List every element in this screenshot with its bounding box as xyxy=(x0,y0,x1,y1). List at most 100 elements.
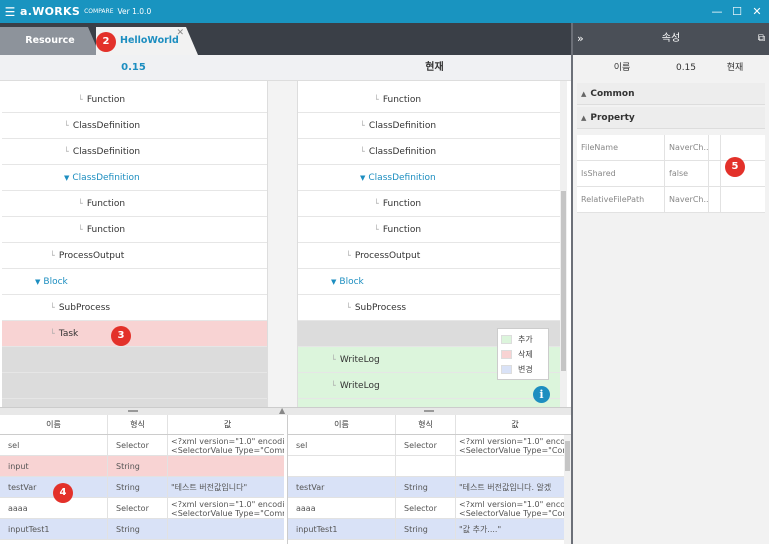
close-window-icon[interactable]: ✕ xyxy=(752,5,762,18)
tree-row[interactable]: └ Function xyxy=(298,191,560,217)
variable-name: inputTest1 xyxy=(288,519,396,539)
property-row[interactable]: RelativeFilePath NaverCh... xyxy=(577,187,765,213)
splitter-grip-icon[interactable] xyxy=(424,410,434,412)
diff-legend: 추가 삭제 변경 xyxy=(497,328,549,380)
tree-branch-icon: └ xyxy=(50,303,55,312)
expand-arrow-icon[interactable]: ▼ xyxy=(35,278,41,286)
tree-row[interactable]: └ SubProcess xyxy=(298,295,560,321)
collapse-triangle-icon[interactable]: ▲ xyxy=(581,114,587,122)
variable-type: Selector xyxy=(108,435,168,455)
tree-row[interactable]: └ Task xyxy=(2,321,267,347)
variable-name: aaaa xyxy=(288,498,396,518)
group-property[interactable]: ▲ Property xyxy=(577,107,765,129)
expand-arrow-icon[interactable]: ▼ xyxy=(360,174,366,182)
variable-value xyxy=(168,519,284,539)
variable-row[interactable]: sel Selector <?xml version="1.0" encodi <Se… xyxy=(288,435,571,456)
popout-icon[interactable]: ⧉ xyxy=(757,33,765,44)
variable-value: <?xml version="1.0" encodi <SelectorValue… xyxy=(168,435,284,455)
tree-row[interactable]: └ ClassDefinition xyxy=(298,139,560,165)
legend-swatch xyxy=(501,365,512,374)
property-old-value: false xyxy=(665,161,709,186)
tree-row[interactable]: └ Function xyxy=(2,217,267,243)
annotation-marker-2: 2 xyxy=(96,32,116,52)
variable-row[interactable]: testVar String "테스트 버전값입니다" xyxy=(0,477,284,498)
expand-arrow-icon[interactable]: ▼ xyxy=(64,174,70,182)
tree-branch-icon: └ xyxy=(346,303,351,312)
variable-name xyxy=(288,456,396,476)
tree-row[interactable]: └ ProcessOutput xyxy=(2,243,267,269)
tree-row[interactable]: └ Function xyxy=(2,87,267,113)
maximize-icon[interactable]: ☐ xyxy=(732,5,742,18)
tree-row[interactable]: ▼ ClassDefinition xyxy=(2,165,267,191)
tree-scrollbar[interactable] xyxy=(560,81,567,407)
property-row[interactable]: IsShared false xyxy=(577,161,765,187)
collapse-triangle-icon[interactable]: ▲ xyxy=(581,90,587,98)
properties-panel: » 속성 ⧉ 이름 0.15 현재 ▲ Common ▲ Property File… xyxy=(571,23,769,544)
minimize-icon[interactable]: — xyxy=(711,5,723,18)
variable-type: Selector xyxy=(396,435,456,455)
variable-value-line: <?xml version="1.0" encodi xyxy=(459,437,571,446)
tree-row[interactable] xyxy=(2,347,267,373)
property-row[interactable]: FileName NaverCh... xyxy=(577,135,765,161)
tab-helloworld-label: HelloWorld xyxy=(120,35,179,46)
info-icon[interactable]: i xyxy=(533,386,550,403)
tree-row[interactable]: ▼ ClassDefinition xyxy=(298,165,560,191)
tab-resource[interactable]: Resource xyxy=(0,27,100,55)
tree-row[interactable]: └ SubProcess xyxy=(2,295,267,321)
col-type: 형식 xyxy=(108,415,168,434)
variable-row[interactable]: aaaa Selector <?xml version="1.0" encodi <S… xyxy=(288,498,571,519)
tree-row[interactable]: └ ProcessOutput xyxy=(298,243,560,269)
variable-row[interactable] xyxy=(288,456,571,477)
tree-row[interactable]: ▼ Block xyxy=(298,269,560,295)
variable-name: input xyxy=(0,456,108,476)
tree-node-label: Function xyxy=(86,225,126,235)
tree-row[interactable]: └ Function xyxy=(298,217,560,243)
variable-row[interactable]: aaaa Selector <?xml version="1.0" encodi <S… xyxy=(0,498,284,519)
tree-row[interactable]: ▼ Block xyxy=(2,269,267,295)
legend-item-changed: 변경 xyxy=(501,362,545,377)
tree-row[interactable]: └ WriteLog xyxy=(298,373,560,399)
tree-node-label: WriteLog xyxy=(339,355,380,365)
variable-row[interactable]: testVar String "테스트 버전값입니다. 알겠 xyxy=(288,477,571,498)
legend-label: 변경 xyxy=(518,365,533,374)
variable-row[interactable]: input String xyxy=(0,456,284,477)
variable-row[interactable]: inputTest1 String xyxy=(0,519,284,540)
hamburger-menu-icon[interactable]: ☰ xyxy=(4,4,16,19)
tree-node-label: Block xyxy=(43,277,68,287)
prop-col-old: 0.15 xyxy=(675,63,697,73)
variable-name: aaaa xyxy=(0,498,108,518)
tree-row[interactable] xyxy=(2,399,267,407)
tree-node-label: Function xyxy=(382,199,422,209)
tree-row[interactable]: └ Function xyxy=(2,191,267,217)
scrollbar-thumb[interactable] xyxy=(561,191,566,371)
tree-row[interactable] xyxy=(298,399,560,407)
tree-row[interactable]: └ ClassDefinition xyxy=(2,113,267,139)
tree-branch-icon: └ xyxy=(78,95,83,104)
splitter-grip-icon[interactable] xyxy=(128,410,138,412)
variable-type: String xyxy=(108,456,168,476)
col-type: 형식 xyxy=(396,415,456,434)
tree-row[interactable] xyxy=(2,373,267,399)
group-common[interactable]: ▲ Common xyxy=(577,83,765,105)
tree-node-label: Function xyxy=(382,95,422,105)
variable-type: String xyxy=(108,519,168,539)
variables-scrollbar[interactable] xyxy=(564,435,571,544)
variable-row[interactable]: sel Selector <?xml version="1.0" encodi <Se… xyxy=(0,435,284,456)
expand-arrow-icon[interactable]: ▼ xyxy=(331,278,337,286)
tree-row[interactable]: └ Function xyxy=(298,87,560,113)
panel-splitter[interactable]: ▲ xyxy=(0,406,571,415)
group-label: Property xyxy=(590,113,635,123)
group-label: Common xyxy=(590,89,635,99)
variable-row[interactable]: inputTest1 String "값 추가...." xyxy=(288,519,571,540)
tree-row[interactable]: └ ClassDefinition xyxy=(2,139,267,165)
property-old-value: NaverCh... xyxy=(665,135,709,160)
tree-node-label: ClassDefinition xyxy=(72,173,140,183)
variable-type: Selector xyxy=(396,498,456,518)
tree-row[interactable]: └ ClassDefinition xyxy=(298,113,560,139)
tab-close-icon[interactable]: ✕ xyxy=(176,28,184,38)
tree-branch-icon: └ xyxy=(374,95,379,104)
scrollbar-thumb[interactable] xyxy=(565,441,570,471)
collapse-panel-icon[interactable]: » xyxy=(577,32,584,45)
splitter-up-icon[interactable]: ▲ xyxy=(279,406,286,415)
tree-branch-icon: └ xyxy=(374,199,379,208)
